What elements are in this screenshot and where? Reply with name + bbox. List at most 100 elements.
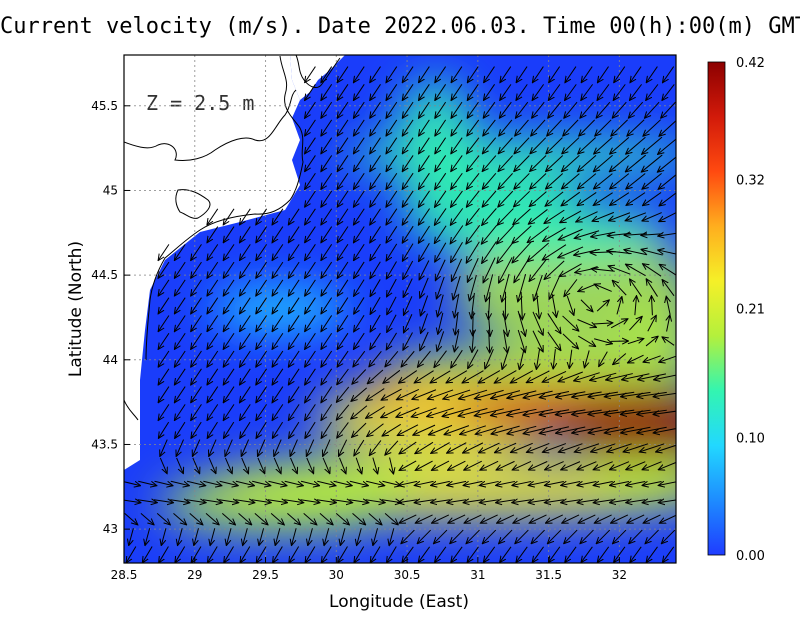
velocity-arrow [385, 440, 399, 455]
velocity-arrow [224, 546, 234, 563]
velocity-arrow [324, 528, 330, 545]
velocity-arrow [483, 119, 496, 136]
velocity-arrow [354, 190, 365, 207]
velocity-arrow [370, 279, 381, 296]
velocity-arrow [305, 546, 316, 563]
velocity-arrow [500, 546, 512, 562]
velocity-arrow [191, 332, 202, 349]
velocity-arrow [628, 354, 644, 363]
velocity-arrow [337, 332, 349, 349]
velocity-arrow [321, 386, 333, 403]
velocity-arrow [251, 500, 271, 503]
velocity-arrow [175, 404, 186, 420]
velocity-arrow [640, 443, 665, 452]
velocity-arrow [337, 261, 349, 278]
velocity-arrow [436, 276, 445, 299]
velocity-arrow [300, 480, 319, 485]
velocity-arrow [305, 137, 316, 154]
velocity-arrow [158, 297, 170, 314]
velocity-arrow [418, 350, 431, 367]
velocity-arrow [452, 258, 463, 281]
velocity-arrow [368, 369, 384, 384]
velocity-arrow [354, 439, 365, 456]
velocity-arrow [660, 514, 676, 523]
velocity-arrow [563, 119, 579, 136]
velocity-arrow [451, 84, 463, 100]
velocity-arrow [387, 261, 397, 278]
velocity-arrow [208, 457, 216, 473]
velocity-arrow [370, 101, 381, 118]
velocity-arrow [175, 386, 186, 403]
velocity-arrow [653, 392, 676, 396]
velocity-arrow [226, 528, 232, 545]
velocity-arrow [638, 373, 667, 380]
velocity-arrow [578, 283, 596, 291]
velocity-arrow [435, 242, 447, 262]
velocity-arrow [663, 66, 675, 83]
velocity-arrow [370, 66, 381, 83]
velocity-arrow [532, 546, 544, 562]
colorbar-ticks: 0.42 0.32 0.21 0.10 0.00 [736, 56, 765, 564]
velocity-arrow [467, 101, 479, 118]
velocity-arrow [383, 369, 401, 383]
velocity-arrow [658, 138, 676, 154]
velocity-arrow [596, 101, 611, 118]
velocity-arrow [305, 350, 316, 367]
velocity-arrow [444, 425, 470, 435]
velocity-arrow [289, 332, 300, 349]
velocity-arrow [338, 546, 348, 563]
velocity-arrow [626, 154, 647, 172]
velocity-arrow [306, 457, 314, 473]
velocity-arrow [495, 442, 517, 452]
velocity-arrow [305, 279, 316, 296]
velocity-arrow [416, 514, 433, 523]
velocity-arrow [574, 372, 600, 381]
velocity-arrow [645, 101, 660, 118]
velocity-arrow [532, 84, 545, 100]
velocity-arrow [630, 546, 642, 562]
velocity-arrow [191, 261, 202, 278]
x-tick-label: 29 [187, 568, 202, 582]
velocity-arrow [337, 66, 349, 83]
velocity-arrow [658, 156, 676, 172]
velocity-arrow [512, 241, 532, 263]
velocity-arrow [647, 316, 656, 332]
velocity-arrow [531, 119, 546, 136]
velocity-arrow [613, 353, 627, 365]
velocity-arrow [645, 529, 659, 543]
velocity-arrow [435, 225, 447, 244]
velocity-arrow [610, 461, 630, 470]
velocity-arrow [446, 370, 468, 383]
velocity-arrow [467, 155, 480, 172]
velocity-arrow [289, 404, 300, 420]
velocity-arrow [459, 389, 488, 399]
velocity-arrow [355, 457, 362, 474]
speed-blob [621, 307, 676, 378]
velocity-arrow [432, 514, 450, 523]
velocity-arrow [305, 119, 316, 136]
velocity-arrow [654, 374, 676, 380]
velocity-arrow [642, 154, 663, 172]
velocity-arrow [305, 155, 316, 171]
velocity-arrow [529, 209, 548, 224]
velocity-arrow [386, 66, 398, 83]
velocity-arrow [223, 226, 235, 243]
velocity-arrow [305, 404, 316, 420]
velocity-arrow [323, 439, 331, 457]
velocity-arrow [307, 439, 315, 457]
velocity-arrow [661, 101, 676, 118]
velocity-arrow [397, 389, 420, 399]
velocity-arrow [662, 337, 675, 346]
velocity-arrow [273, 421, 284, 438]
velocity-arrow [207, 261, 219, 278]
velocity-arrow [333, 480, 352, 485]
velocity-arrow [173, 512, 186, 524]
velocity-arrow [290, 457, 298, 473]
velocity-arrow [577, 192, 597, 205]
velocity-arrow [207, 421, 218, 438]
velocity-arrow [565, 84, 577, 100]
velocity-arrow [170, 500, 189, 503]
velocity-arrow [389, 528, 395, 545]
velocity-arrow [447, 442, 467, 453]
speed-blob [340, 136, 676, 177]
